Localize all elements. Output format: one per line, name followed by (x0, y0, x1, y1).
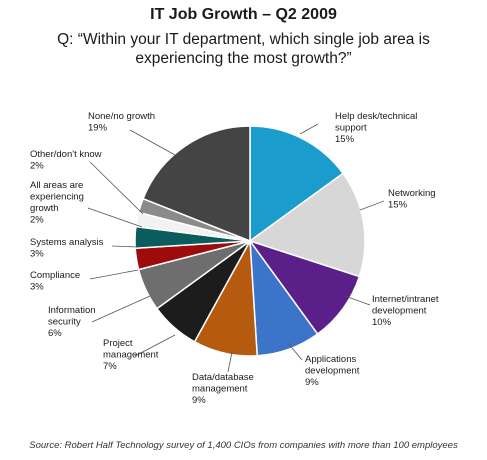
leader-line (111, 245, 139, 248)
source-note: Source: Robert Half Technology survey of… (29, 440, 458, 451)
subtitle-line-1: Q: “Within your IT department, which sin… (57, 31, 430, 48)
slice-label: Help desk/technical support 15% (335, 111, 417, 145)
slice-label: Other/don't know 2% (30, 149, 102, 172)
slice-label: Internet/intranet development 10% (372, 294, 439, 328)
chart-subtitle: Q: “Within your IT department, which sin… (20, 30, 467, 68)
leader-line (87, 207, 143, 228)
slice-label: None/no growth 19% (88, 111, 155, 134)
pie-slice (248, 172, 366, 278)
leader-line (344, 295, 371, 306)
leader-line (299, 123, 319, 135)
slice-label: Applications development 9% (305, 354, 360, 388)
slice-label: Compliance 3% (30, 270, 80, 293)
leader-line (89, 269, 139, 280)
slice-label: Systems analysis 3% (30, 237, 104, 260)
leader-line (89, 161, 144, 215)
pie-slice (249, 125, 345, 243)
slice-label: All areas are experiencing growth 2% (30, 180, 84, 226)
pie-slice (248, 239, 361, 336)
slice-label: Information security 6% (48, 305, 96, 339)
leader-line (359, 200, 385, 211)
leader-line (91, 295, 151, 323)
leader-line (129, 129, 176, 156)
chart-title: IT Job Growth – Q2 2009 (150, 6, 337, 23)
slice-label: Project management 7% (103, 338, 159, 372)
subtitle-line-2: experiencing the most growth?” (135, 50, 352, 67)
slice-label: Data/database management 9% (192, 372, 254, 406)
leader-line (287, 342, 303, 361)
leader-line (134, 334, 176, 357)
slice-label: Networking 15% (388, 188, 436, 211)
pie-slice (142, 125, 251, 243)
leader-line (227, 351, 233, 373)
